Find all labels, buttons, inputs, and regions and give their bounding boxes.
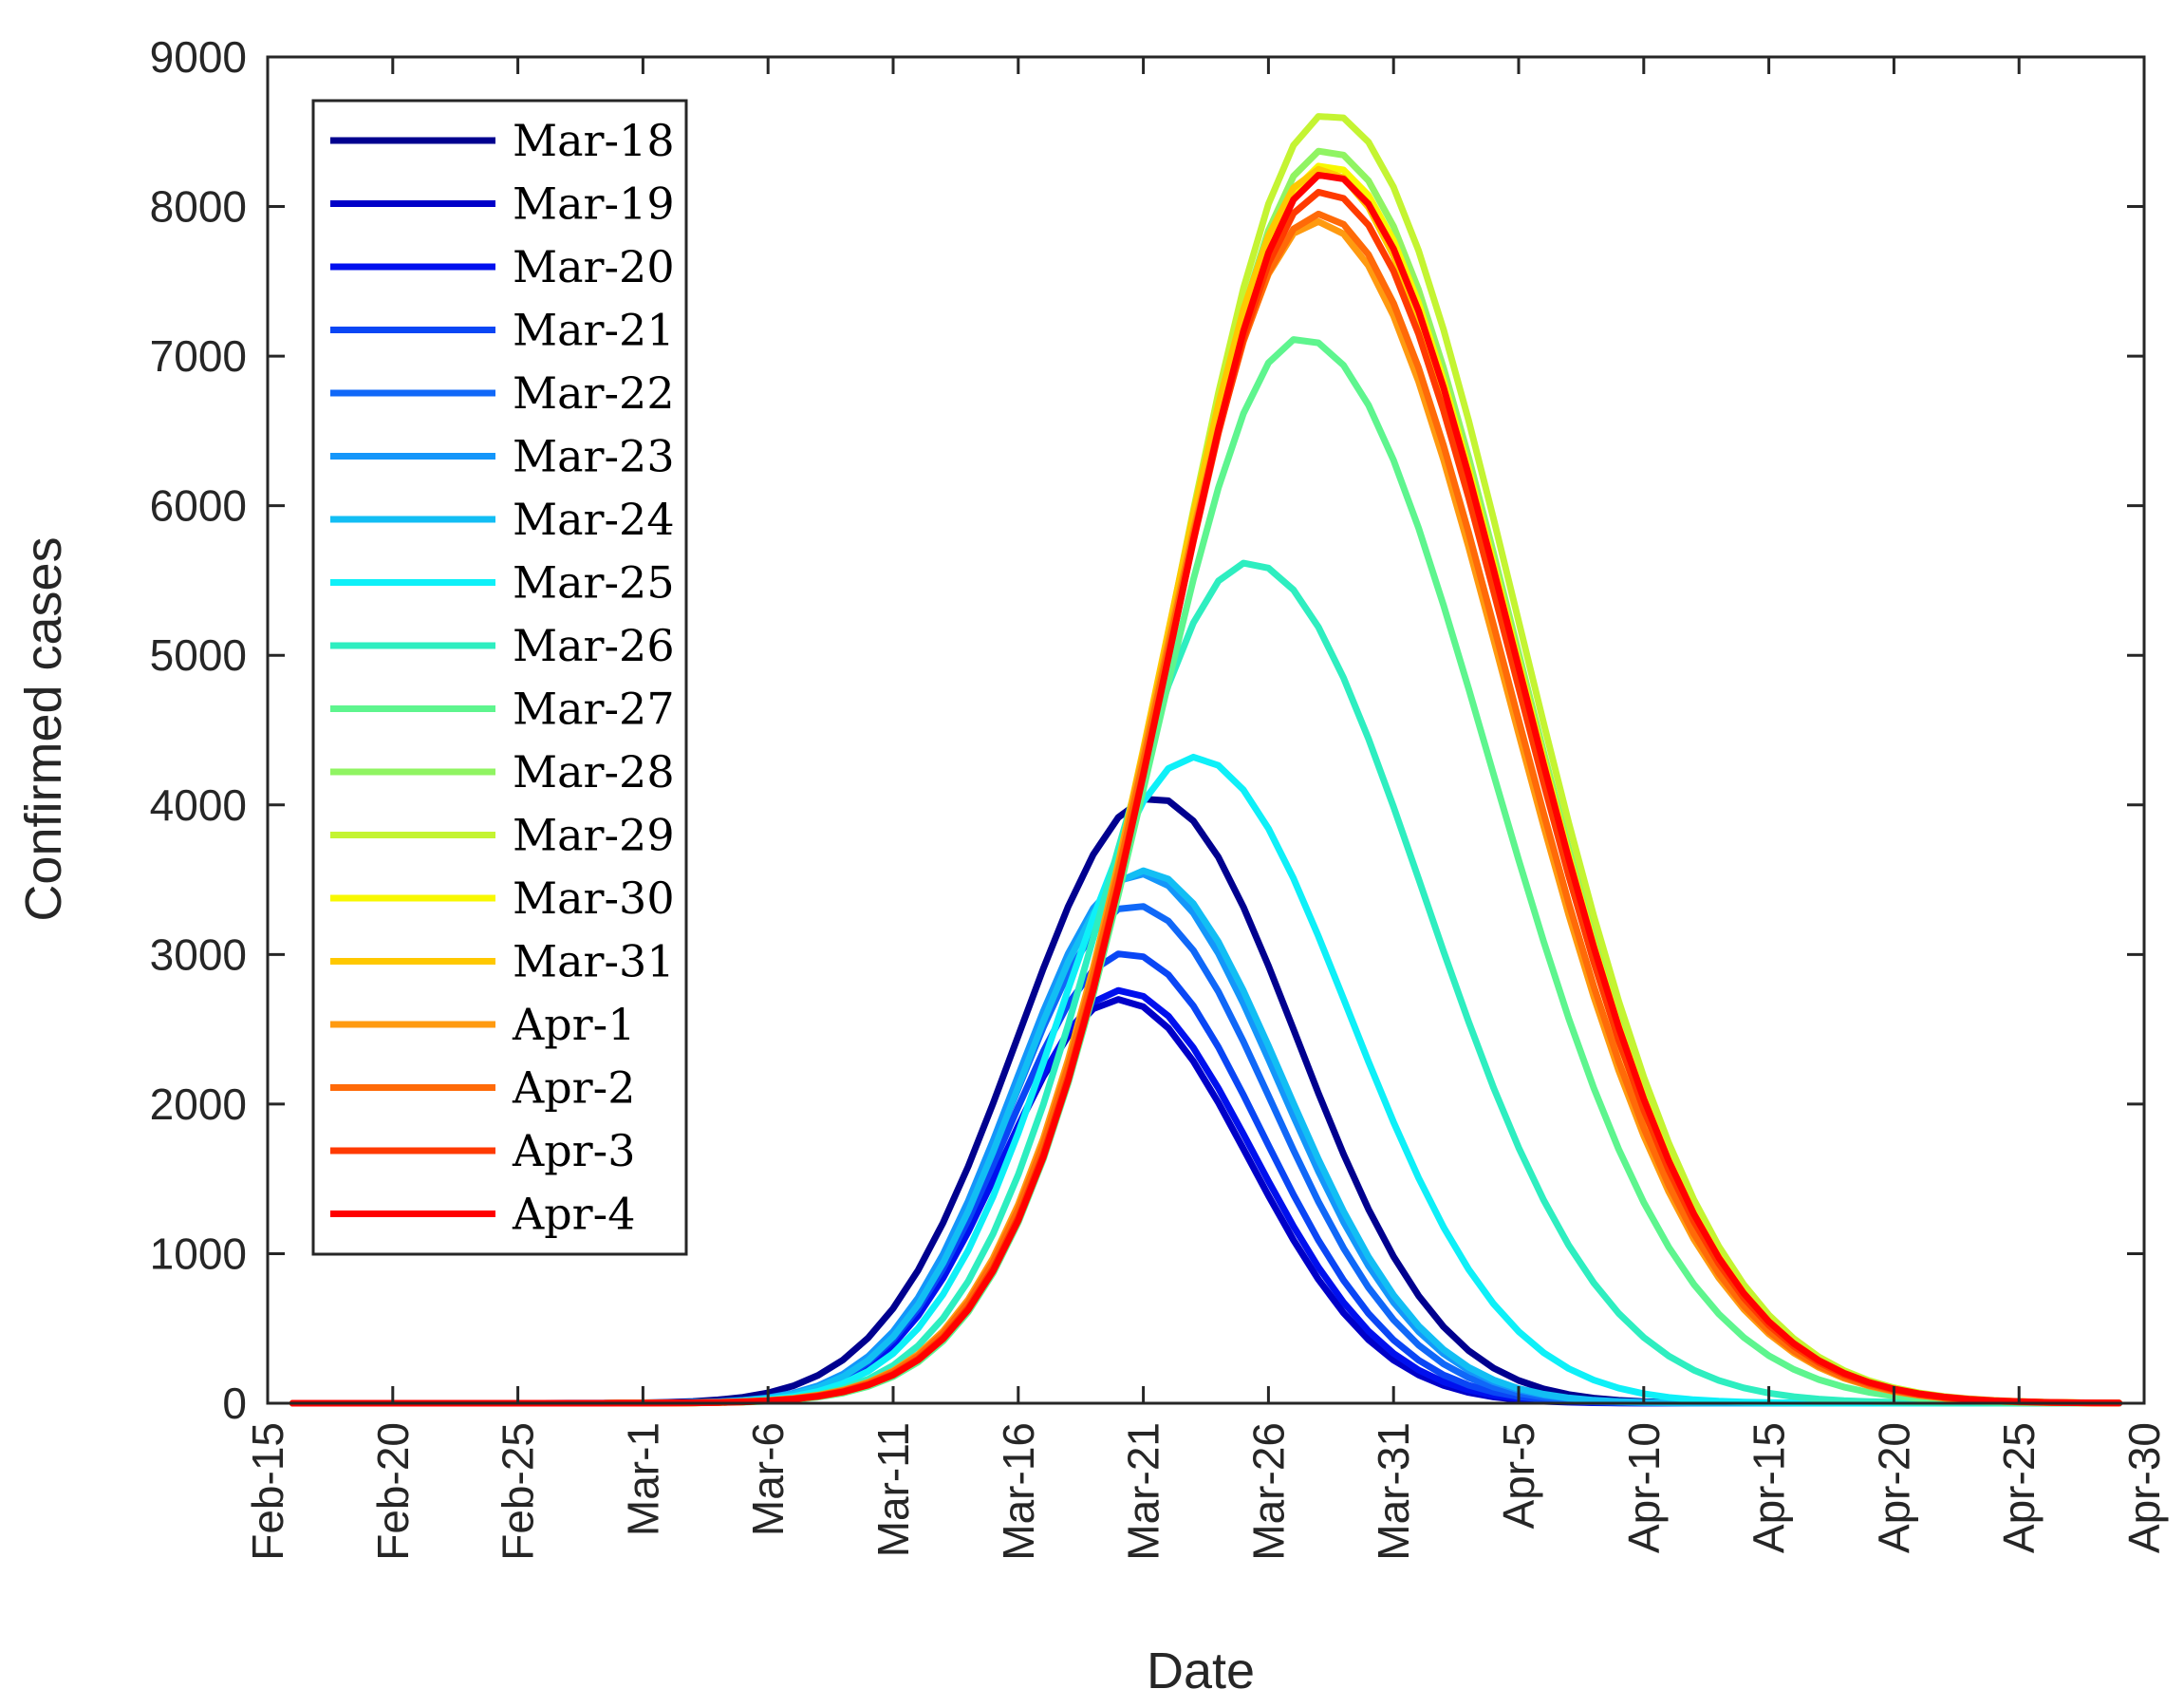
y-tick-label: 5000 — [150, 630, 247, 680]
legend-label: Mar-21 — [513, 305, 675, 356]
y-tick-label: 7000 — [150, 331, 247, 381]
x-tick-label: Mar-6 — [743, 1422, 793, 1536]
legend-box — [311, 99, 688, 1256]
legend-label: Mar-27 — [513, 684, 675, 735]
legend-label: Mar-22 — [513, 367, 675, 419]
legend-label: Mar-20 — [513, 241, 675, 292]
legend-label: Mar-25 — [513, 557, 675, 609]
legend-label: Mar-31 — [513, 936, 675, 987]
x-tick-label: Feb-20 — [368, 1422, 418, 1561]
x-tick-label: Apr-20 — [1869, 1422, 1918, 1553]
y-tick-label: 1000 — [150, 1229, 247, 1278]
legend-label: Mar-19 — [513, 178, 675, 230]
x-tick-label: Mar-1 — [618, 1422, 667, 1536]
tick-layer: 0 1000 2000 3000 4000 5000 6000 7000 8000 9000 Feb… — [150, 32, 2169, 1561]
x-tick-label: Apr-30 — [2119, 1422, 2169, 1553]
x-tick-label: Apr-25 — [1994, 1422, 2044, 1553]
x-tick-label: Apr-10 — [1619, 1422, 1669, 1553]
y-tick-label: 8000 — [150, 182, 247, 232]
legend-label: Mar-30 — [513, 873, 675, 924]
legend-label: Apr-3 — [512, 1125, 635, 1176]
x-tick-label: Mar-26 — [1243, 1422, 1293, 1561]
legend-label: Mar-18 — [513, 115, 675, 166]
legend: Mar-18 Mar-19 Mar-20 Mar-21 Mar-22 Mar-23 Mar-… — [311, 99, 688, 1256]
y-axis-title: Confirmed cases — [15, 536, 72, 921]
legend-label: Apr-4 — [512, 1189, 635, 1240]
plot-area-frame — [266, 55, 2146, 1405]
x-tick-label: Feb-25 — [494, 1422, 543, 1561]
legend-label: Mar-23 — [513, 431, 675, 482]
x-tick-label: Apr-15 — [1745, 1422, 1794, 1553]
x-tick-label: Mar-31 — [1369, 1422, 1418, 1561]
x-tick-label: Apr-5 — [1494, 1422, 1543, 1529]
legend-label: Mar-24 — [513, 494, 675, 545]
y-tick-label: 9000 — [150, 32, 247, 82]
y-tick-label: 0 — [222, 1379, 247, 1428]
legend-label: Mar-29 — [513, 810, 675, 861]
x-tick-label: Mar-11 — [868, 1422, 918, 1557]
x-axis-title: Date — [1147, 1642, 1255, 1699]
y-tick-label: 2000 — [150, 1079, 247, 1129]
legend-label: Apr-1 — [512, 999, 635, 1050]
x-tick-label: Feb-15 — [243, 1422, 292, 1561]
y-tick-label: 4000 — [150, 780, 247, 830]
y-tick-label: 6000 — [150, 481, 247, 531]
x-tick-label: Mar-21 — [1119, 1422, 1168, 1561]
x-tick-label: Mar-16 — [994, 1422, 1043, 1561]
y-tick-label: 3000 — [150, 929, 247, 979]
legend-label: Mar-26 — [513, 620, 675, 671]
legend-label: Apr-2 — [512, 1062, 635, 1114]
legend-label: Mar-28 — [513, 746, 675, 798]
